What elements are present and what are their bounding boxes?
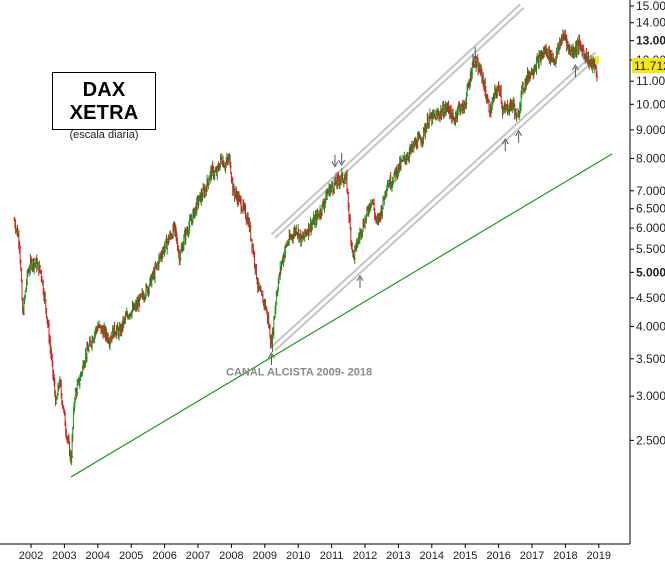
x-tick-label: 2003	[52, 550, 76, 562]
arrow-marker	[268, 351, 275, 365]
title-box: DAX XETRA (escala diaria)	[52, 72, 156, 141]
channel-layer	[270, 3, 600, 352]
channel-upper-gap	[272, 4, 523, 238]
x-tick-label: 2011	[320, 550, 344, 562]
x-tick-label: 2016	[486, 550, 510, 562]
x-tick-label: 2007	[186, 550, 210, 562]
support-trendline-layer	[70, 153, 613, 478]
arrow-marker	[571, 64, 579, 78]
arrow-marker	[356, 274, 364, 288]
y-tick-label: 11.000	[636, 74, 665, 88]
y-tick-label: 5.000	[636, 265, 665, 279]
channel-lower-gap	[272, 52, 599, 350]
y-tick-label: 10.000	[636, 97, 665, 111]
support-trendline	[70, 153, 613, 478]
channel-annotation: CANAL ALCISTA 2009- 2018	[226, 366, 372, 378]
chart-title: DAX XETRA	[69, 79, 139, 124]
x-tick-label: 2017	[520, 550, 544, 562]
current-value-background	[632, 57, 665, 73]
last-bar-highlight	[595, 56, 600, 65]
x-tick-label: 2002	[19, 550, 43, 562]
y-tick-label: 15.000	[636, 0, 665, 13]
y-tick-label: 5.500	[636, 242, 665, 256]
arrow-marker	[338, 153, 346, 167]
y-tick-label: 2.500	[636, 433, 665, 447]
y-tick-label: 3.500	[636, 352, 665, 366]
arrow-marker	[501, 138, 509, 152]
x-tick-label: 2013	[386, 550, 410, 562]
arrow-markers-layer	[268, 47, 579, 365]
x-tick-label: 2010	[286, 550, 310, 562]
arrow-marker	[331, 154, 339, 168]
x-tick-label: 2008	[219, 550, 243, 562]
x-tick-label: 2018	[553, 550, 577, 562]
y-tick-label: 14.000	[636, 16, 665, 30]
arrow-marker	[471, 47, 479, 61]
y-tick-label: 9.000	[636, 123, 665, 137]
arrow-marker	[515, 129, 523, 143]
x-tick-label: 2004	[86, 550, 110, 562]
y-tick-label: 4.500	[636, 291, 665, 305]
y-tick-label: 7.000	[636, 184, 665, 198]
y-tick-label: 8.000	[636, 151, 665, 165]
x-tick-label: 2006	[152, 550, 176, 562]
x-tick-label: 2009	[253, 550, 277, 562]
y-tick-label: 3.000	[636, 389, 665, 403]
x-tick-label: 2012	[353, 550, 377, 562]
price-bars-layer	[13, 29, 599, 466]
current-value-label: 11.712	[634, 59, 665, 73]
current-value-badge: 11.712	[595, 56, 665, 73]
x-tick-label: 2005	[119, 550, 143, 562]
x-tick-label: 2015	[453, 550, 477, 562]
y-tick-label: 6.000	[636, 221, 665, 235]
chart-subtitle: (escala diaria)	[69, 129, 139, 141]
x-tick-label: 2014	[420, 550, 444, 562]
x-tick-label: 2019	[587, 550, 611, 562]
y-tick-label: 4.000	[636, 319, 665, 333]
y-tick-label: 6.500	[636, 202, 665, 216]
y-tick-label: 13.000	[636, 34, 665, 48]
annotation-layer: CANAL ALCISTA 2009- 2018	[226, 366, 372, 378]
